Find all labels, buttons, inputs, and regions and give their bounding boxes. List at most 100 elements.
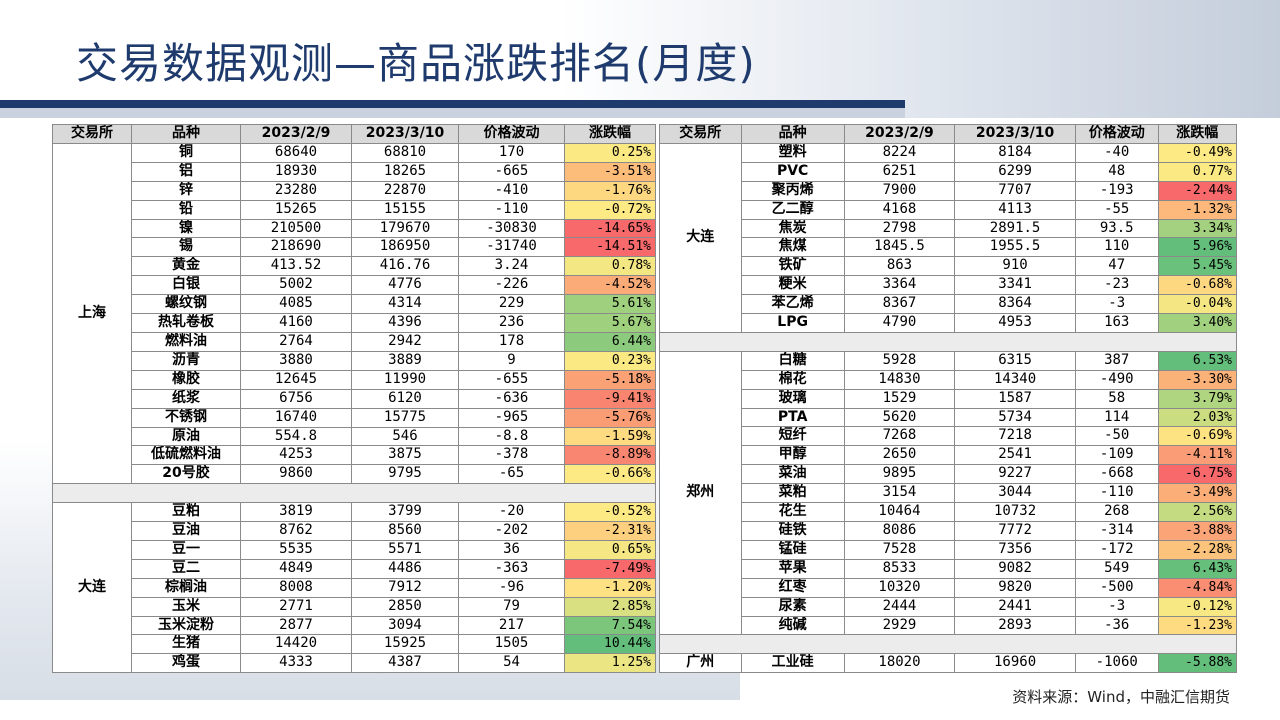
price-change-cell: -65 [458, 464, 565, 485]
table-row: 焦炭 2798 2891.5 93.5 3.34% [660, 218, 1238, 239]
pct-change-cell: 3.34% [1157, 218, 1238, 239]
commodity-name-cell: 玉米 [131, 596, 241, 617]
commodity-name-cell: 低硫燃料油 [131, 445, 241, 466]
commodity-name-cell: 工业硅 [740, 653, 845, 674]
price-change-cell: -3 [1074, 596, 1159, 617]
pct-change-cell: -3.88% [1157, 521, 1238, 541]
price-start-cell: 8762 [240, 521, 352, 541]
price-end-cell: 15775 [351, 407, 459, 428]
table-row: 不锈钢 16740 15775 -965 -5.76% [53, 407, 656, 428]
table-row: 镍 210500 179670 -30830 -14.65% [53, 218, 656, 239]
price-end-cell: 5571 [351, 539, 459, 560]
price-change-cell: 268 [1074, 502, 1159, 523]
commodity-name-cell: 沥青 [131, 350, 241, 371]
page-title: 交易数据观测—商品涨跌排名(月度) [76, 39, 756, 88]
header-pct-change: 涨跌幅 [1157, 124, 1238, 144]
price-end-cell: 68810 [351, 142, 459, 163]
pct-change-cell: -2.31% [564, 521, 656, 541]
price-end-cell: 416.76 [351, 256, 459, 277]
price-start-cell: 2929 [843, 615, 956, 636]
price-start-cell: 18930 [240, 161, 352, 182]
price-end-cell: 10732 [954, 502, 1076, 523]
table-row: 苯乙烯 8367 8364 -3 -0.04% [660, 294, 1238, 315]
pct-change-cell: 6.53% [1157, 350, 1238, 371]
price-start-cell: 413.52 [240, 256, 352, 277]
pct-change-cell: -9.41% [564, 388, 656, 409]
table-row: 豆油 8762 8560 -202 -2.31% [53, 521, 656, 541]
table-row: 原油 554.8 546 -8.8 -1.59% [53, 426, 656, 447]
commodity-name-cell: 玉米淀粉 [131, 615, 241, 636]
price-end-cell: 7707 [954, 180, 1076, 201]
price-change-cell: 47 [1074, 256, 1159, 277]
pct-change-cell: -0.04% [1157, 294, 1238, 315]
price-end-cell: 2441 [954, 596, 1076, 617]
price-change-cell: 217 [458, 615, 565, 636]
price-start-cell: 3880 [240, 350, 352, 371]
table-row: 聚丙烯 7900 7707 -193 -2.44% [660, 180, 1238, 201]
price-end-cell: 546 [351, 426, 459, 447]
header-date-end: 2023/3/10 [351, 124, 459, 144]
pct-change-cell: 5.96% [1157, 237, 1238, 258]
table-row: 棕榈油 8008 7912 -96 -1.20% [53, 577, 656, 598]
price-change-cell: 93.5 [1074, 218, 1159, 239]
price-start-cell: 4168 [843, 199, 956, 220]
price-change-cell: -665 [458, 161, 565, 182]
table-header-row: 交易所 品种 2023/2/9 2023/3/10 价格波动 涨跌幅 [659, 124, 1238, 144]
price-change-cell: 3.24 [458, 256, 565, 277]
price-start-cell: 4790 [843, 313, 956, 333]
price-end-cell: 3341 [954, 275, 1076, 296]
price-start-cell: 4160 [240, 313, 352, 333]
price-change-cell: 36 [458, 539, 565, 560]
price-change-cell: -500 [1074, 577, 1159, 598]
commodity-name-cell: 不锈钢 [131, 407, 241, 428]
price-end-cell: 6299 [954, 161, 1076, 182]
price-end-cell: 4314 [351, 294, 459, 315]
price-change-cell: 9 [458, 350, 565, 371]
table-row: LPG 4790 4953 163 3.40% [660, 313, 1238, 333]
pct-change-cell: -4.52% [564, 275, 656, 296]
pct-change-cell: -14.51% [564, 237, 656, 258]
price-start-cell: 14420 [240, 634, 352, 655]
commodity-name-cell: 锰硅 [740, 539, 845, 560]
group-separator [52, 483, 656, 504]
group-separator [659, 634, 1237, 655]
header-exchange: 交易所 [659, 124, 742, 144]
commodity-name-cell: 白糖 [740, 350, 845, 371]
pct-change-cell: -1.32% [1157, 199, 1238, 220]
price-change-cell: -202 [458, 521, 565, 541]
commodity-name-cell: 豆油 [131, 521, 241, 541]
price-change-cell: 58 [1074, 388, 1159, 409]
price-change-cell: -668 [1074, 464, 1159, 485]
commodity-name-cell: 橡胶 [131, 369, 241, 390]
header-background [560, 0, 1280, 118]
pct-change-cell: -0.69% [1157, 426, 1238, 447]
commodity-name-cell: 棉花 [740, 369, 845, 390]
price-end-cell: 4776 [351, 275, 459, 296]
price-end-cell: 14340 [954, 369, 1076, 390]
price-end-cell: 18265 [351, 161, 459, 182]
table-row: 大连 塑料 8224 8184 -40 -0.49% [659, 142, 1238, 333]
commodity-name-cell: PVC [740, 161, 845, 182]
table-row: 橡胶 12645 11990 -655 -5.18% [53, 369, 656, 390]
header-price-change: 价格波动 [1074, 124, 1159, 144]
commodity-name-cell: 锡 [131, 237, 241, 258]
price-start-cell: 5620 [843, 407, 956, 428]
group-separator [659, 331, 1237, 352]
price-start-cell: 12645 [240, 369, 352, 390]
price-change-cell: 1505 [458, 634, 565, 655]
pct-change-cell: -3.49% [1157, 483, 1238, 504]
price-change-cell: 79 [458, 596, 565, 617]
price-change-cell: -636 [458, 388, 565, 409]
price-change-cell: -20 [458, 502, 565, 523]
price-end-cell: 15925 [351, 634, 459, 655]
price-end-cell: 4953 [954, 313, 1076, 333]
table-row: 豆一 5535 5571 36 0.65% [53, 539, 656, 560]
group-separator-row [659, 331, 1237, 352]
price-end-cell: 7356 [954, 539, 1076, 560]
price-start-cell: 3819 [240, 502, 352, 523]
table-row: 螺纹钢 4085 4314 229 5.61% [53, 294, 656, 315]
price-change-cell: -109 [1074, 445, 1159, 466]
price-start-cell: 5002 [240, 275, 352, 296]
price-end-cell: 1587 [954, 388, 1076, 409]
price-end-cell: 6315 [954, 350, 1076, 371]
